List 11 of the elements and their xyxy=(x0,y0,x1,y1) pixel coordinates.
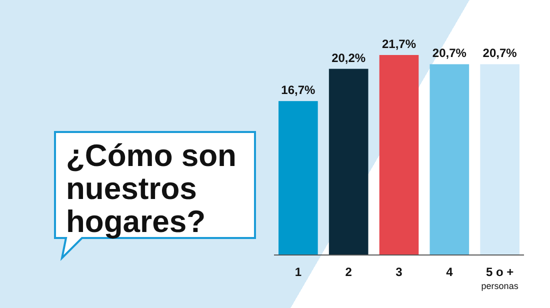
data-label: 21,7% xyxy=(382,37,416,51)
text: ¿Cómo son nuestros hogares? xyxy=(66,138,236,239)
data-label: 20,7% xyxy=(432,46,467,60)
data-label: 20,7% xyxy=(482,46,518,60)
x-tick-label: 1 xyxy=(294,265,302,279)
data-label: 20,2% xyxy=(332,50,366,65)
data-label: 16,7% xyxy=(281,83,316,98)
x-tick-label: 4 xyxy=(446,265,454,279)
x-tick-label: 5 o + personas xyxy=(481,265,519,291)
x-tick-label: 2 xyxy=(345,265,352,279)
x-tick-label: 3 xyxy=(396,265,403,279)
